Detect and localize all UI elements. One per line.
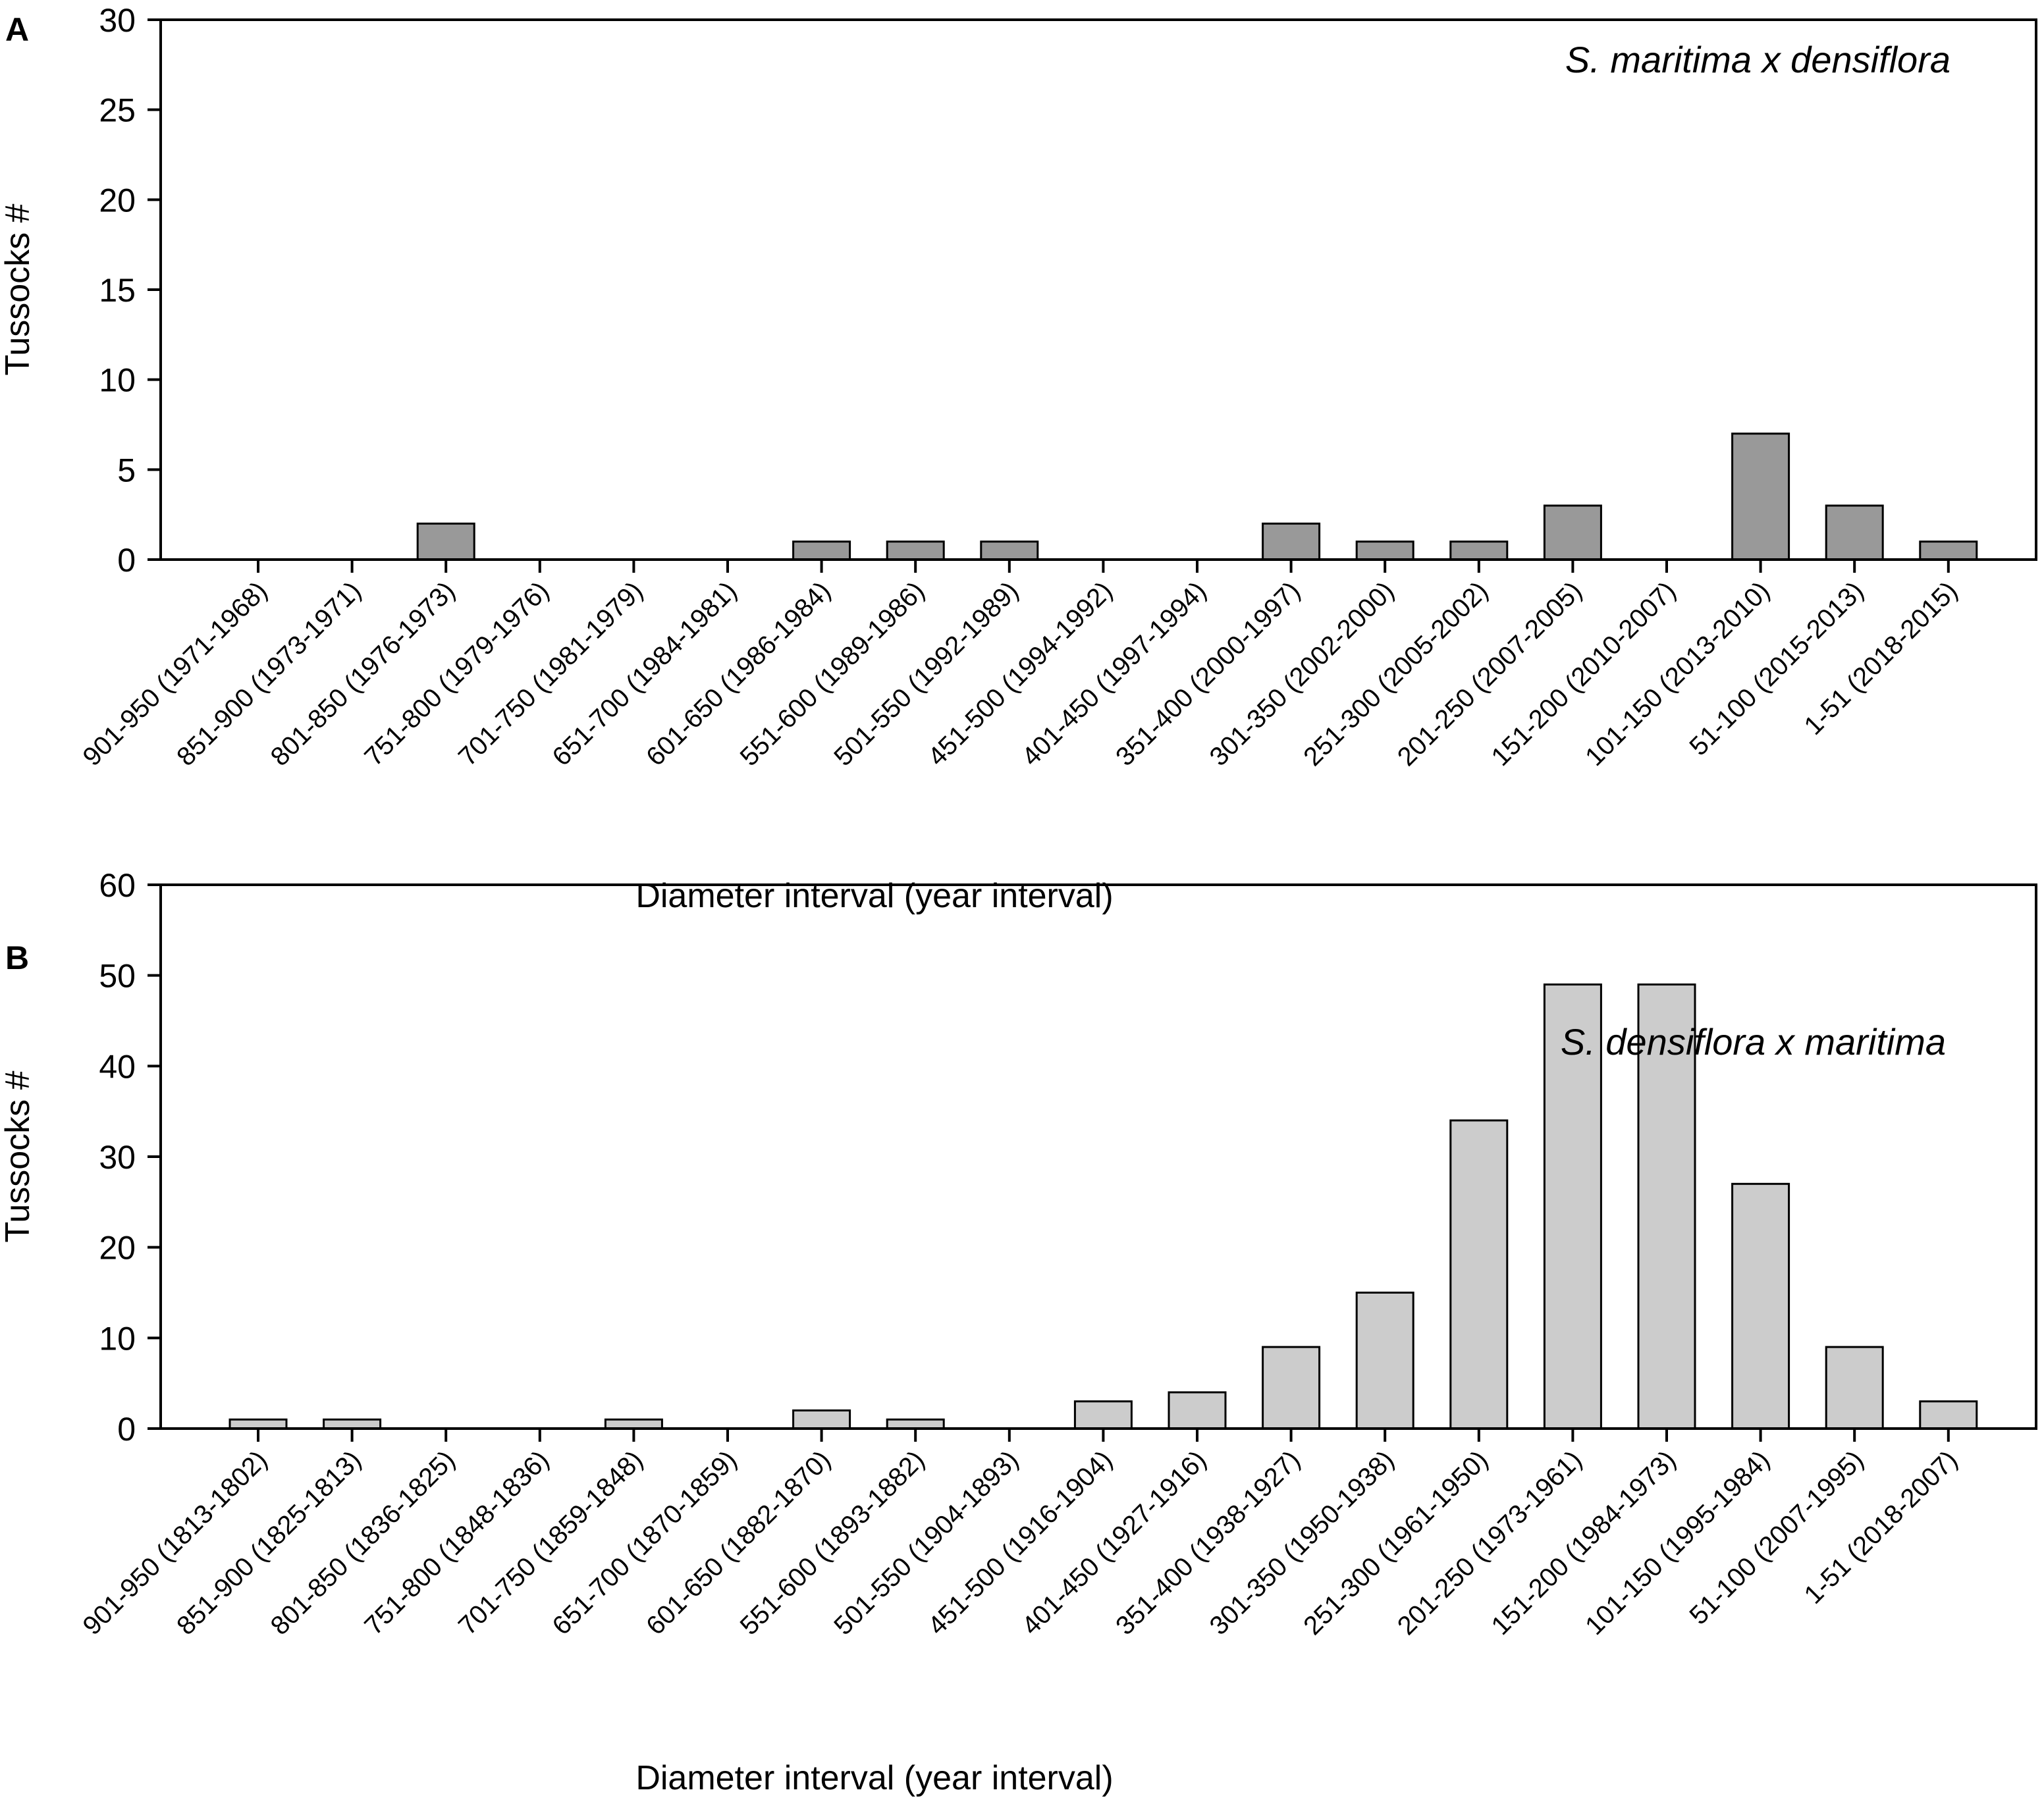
panel-b-bar (1825, 1346, 1884, 1430)
panel-a-bar (792, 540, 851, 561)
panel-b-bar (1919, 1400, 1978, 1430)
panel-a-bar (1355, 540, 1414, 561)
panel-b-x-axis-title: Diameter interval (year interval) (635, 1759, 1113, 1797)
panel-a-y-tick-label: 15 (99, 272, 136, 309)
panel-b-y-tick-label: 30 (99, 1139, 136, 1176)
panel-b-bar (1637, 983, 1696, 1430)
panel-a-y-tick-label: 0 (117, 542, 136, 579)
panel-a-y-tick-label: 20 (99, 182, 136, 219)
panel-b-y-tick-label: 20 (99, 1230, 136, 1267)
panel-a-letter: A (5, 11, 29, 48)
panel-a-annotation: S. maritima x densiflora (1565, 39, 1950, 80)
panel-b-y-tick-label: 40 (99, 1048, 136, 1085)
panel-a-bar (1825, 504, 1884, 561)
panel-a-bar (416, 522, 475, 561)
panel-a-bar (1731, 433, 1790, 561)
panel-a-bar (980, 540, 1039, 561)
panel-b-bar (1355, 1292, 1414, 1430)
panel-b-bar (886, 1418, 945, 1430)
panel-a-bar (1543, 504, 1602, 561)
panel-b-bar (792, 1409, 851, 1430)
panel-b-bar (1449, 1119, 1509, 1430)
panel-b-bar (1731, 1182, 1790, 1430)
panel-a-bar (886, 540, 945, 561)
panel-b-y-tick-label: 50 (99, 958, 136, 995)
panel-a-y-tick-label: 25 (99, 92, 136, 129)
panel-b-y-tick-label: 0 (117, 1411, 136, 1448)
panel-b-bar (229, 1418, 288, 1430)
panel-a-y-tick-label: 5 (117, 452, 136, 488)
panel-a-y-axis-title: Tussocks # (0, 203, 37, 375)
panel-b-annotation: S. densiflora x maritima (1561, 1021, 1946, 1063)
panel-b-bar (1543, 983, 1602, 1430)
panel-b-letter: B (5, 939, 29, 976)
panel-b-y-tick-label: 60 (99, 867, 136, 904)
panel-a-x-axis-title: Diameter interval (year interval) (635, 877, 1113, 915)
panel-b-bar (1262, 1346, 1321, 1430)
panel-a-y-tick-label: 30 (99, 2, 136, 39)
panel-b-bar (604, 1418, 663, 1430)
panel-b-bar (323, 1418, 382, 1430)
panel-b-y-axis-title: Tussocks # (0, 1070, 37, 1242)
panel-b-bar (1073, 1400, 1133, 1430)
panel-b-y-tick-label: 10 (99, 1320, 136, 1357)
panel-a-bar (1449, 540, 1509, 561)
panel-a-bar (1262, 522, 1321, 561)
panel-a-bar (1919, 540, 1978, 561)
panel-b-bar (1168, 1391, 1227, 1430)
panel-a-y-tick-label: 10 (99, 362, 136, 399)
